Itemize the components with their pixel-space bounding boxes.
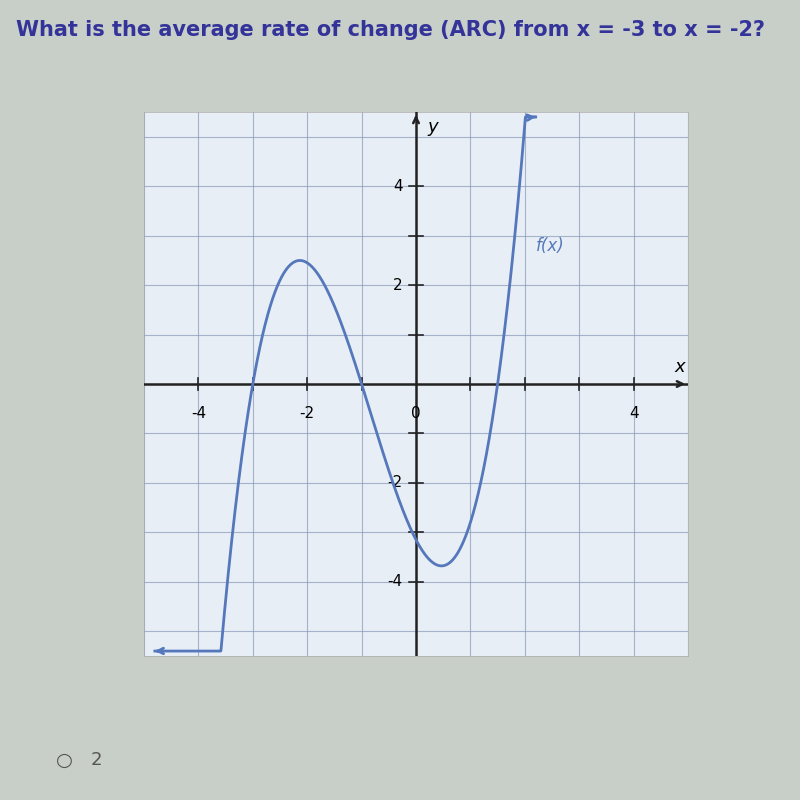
Text: ○: ○: [55, 750, 73, 770]
Text: -2: -2: [387, 475, 402, 490]
Text: y: y: [427, 118, 438, 136]
Text: -4: -4: [191, 406, 206, 422]
Text: 2: 2: [90, 751, 102, 769]
Text: f(x): f(x): [536, 237, 565, 254]
Text: What is the average rate of change (ARC) from x = -3 to x = -2?: What is the average rate of change (ARC)…: [16, 20, 765, 40]
Text: -2: -2: [300, 406, 314, 422]
Text: 2: 2: [393, 278, 402, 293]
Text: 4: 4: [393, 178, 402, 194]
Text: 4: 4: [629, 406, 638, 422]
Text: 0: 0: [411, 406, 421, 422]
Text: -4: -4: [387, 574, 402, 590]
Text: x: x: [674, 358, 685, 376]
